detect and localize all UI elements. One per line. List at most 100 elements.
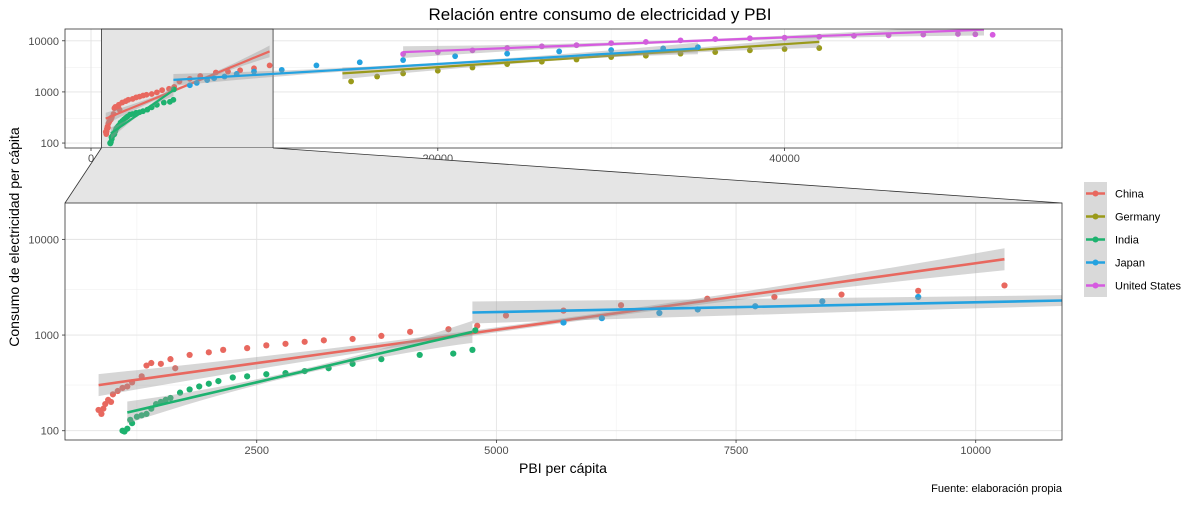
zoom-point-china — [771, 293, 778, 301]
zoom-tick-label-x: 5000 — [484, 445, 508, 457]
zoom-point-china — [349, 335, 356, 343]
zoom-point-china — [119, 384, 126, 392]
overview-tick-label-y: 100 — [41, 138, 59, 150]
zoom-point-china — [320, 337, 327, 344]
zoom-point-china — [205, 349, 212, 356]
zoom-fit-band-japan — [472, 295, 1062, 324]
overview-point-japan — [278, 66, 285, 73]
overview-fit-line-japan — [173, 47, 698, 81]
zoom-point-india — [133, 413, 140, 420]
zoom-point-china — [838, 291, 845, 298]
legend-label-germany: Germany — [1115, 212, 1161, 224]
overview-point-india — [160, 99, 167, 106]
overview-point-china — [166, 85, 172, 92]
zoom-point-china — [445, 326, 452, 333]
legend-key-point-china — [1092, 190, 1099, 197]
zoom-point-india — [167, 394, 174, 402]
zoom-point-china — [148, 359, 155, 367]
zoom-point-india — [138, 412, 145, 419]
zoom-point-china — [244, 345, 251, 352]
legend-label-united-states: United States — [1115, 281, 1182, 293]
zoom-point-china — [172, 365, 179, 372]
zoom-tick-label-y: 100 — [41, 426, 59, 438]
zoom-point-japan — [915, 293, 922, 301]
zoom-point-china — [502, 312, 510, 319]
overview-tick-label-x: 40000 — [769, 153, 800, 165]
zoom-connector — [64, 147, 1063, 204]
chart-title: Relación entre consumo de electricidad y… — [428, 5, 771, 24]
overview-point-germany — [816, 45, 823, 51]
overview-point-china — [159, 87, 165, 94]
overview-point-germany — [712, 49, 719, 56]
zoom-point-china — [1001, 282, 1008, 289]
overview-point-germany — [746, 47, 753, 54]
zoom-point-china — [107, 398, 115, 406]
zoom-point-india — [176, 389, 184, 396]
zoom-point-india — [378, 356, 385, 363]
zoom-point-china — [114, 387, 121, 395]
zoom-point-china — [167, 356, 174, 363]
zoom-point-japan — [560, 319, 567, 326]
overview-point-japan — [452, 53, 459, 60]
zoom-point-india — [416, 351, 423, 359]
legend-label-india: India — [1115, 235, 1140, 247]
zoom-point-china — [98, 410, 105, 417]
zoom-point-china — [617, 302, 625, 309]
legend-key-point-germany — [1092, 213, 1099, 220]
zoom-point-china — [282, 340, 289, 347]
overview-point-china — [116, 106, 123, 113]
zoom-point-india — [129, 420, 136, 427]
overview-fit-line-germany — [342, 40, 820, 75]
overview-point-germany — [400, 70, 407, 77]
overview-tick-label-y: 10000 — [28, 36, 59, 48]
overview-tick-label-y: 1000 — [35, 87, 59, 99]
zoom-point-china — [124, 383, 131, 390]
overview-point-japan — [251, 68, 257, 75]
overview-point-japan — [186, 82, 193, 89]
overview-tick-label-x: 0 — [88, 153, 94, 165]
zoom-point-china — [378, 332, 385, 339]
overview-point-china — [237, 67, 244, 74]
zoom-point-india — [229, 374, 236, 381]
zoom-point-india — [244, 373, 251, 380]
overview-point-japan — [356, 59, 363, 66]
zoom-tick-label-y: 1000 — [35, 330, 59, 342]
overview-point-japan — [400, 57, 407, 63]
overview-point-india — [170, 96, 177, 103]
overview-point-china — [148, 91, 155, 97]
legend-key-point-united-states — [1092, 282, 1099, 289]
legend-key-point-japan — [1092, 259, 1099, 266]
overview-point-united-states — [972, 31, 979, 38]
legend: China Germany India Japan United States — [1084, 182, 1182, 297]
zoom-point-china — [186, 351, 193, 359]
x-axis-title: PBI per cápita — [519, 460, 607, 476]
overview-point-japan — [504, 50, 511, 57]
zoom-point-india — [263, 371, 270, 378]
zoom-point-india — [124, 425, 131, 432]
overview-fit-line-united-states — [403, 29, 985, 54]
overview-point-japan — [608, 47, 615, 53]
overview-point-germany — [781, 46, 788, 52]
zoom-point-china — [220, 346, 227, 353]
zoom-region — [101, 28, 274, 149]
zoom-fit-line-china — [98, 257, 1005, 387]
zoom-connector-right-edge — [273, 147, 1063, 204]
zoom-point-japan — [598, 315, 605, 322]
zoom-fit-line-japan — [472, 299, 1062, 314]
legend-key-point-india — [1092, 236, 1099, 243]
zoom-point-china — [915, 287, 922, 294]
zoom-point-india — [215, 378, 222, 385]
overview-point-germany — [434, 67, 441, 74]
overview-point-japan — [193, 80, 200, 86]
overview-point-germany — [348, 78, 354, 85]
zoom-point-china — [109, 391, 117, 398]
zoom-point-china — [143, 362, 150, 369]
zoom-tick-label-y: 10000 — [28, 234, 59, 246]
overview-point-china — [266, 62, 273, 69]
overview-point-united-states — [989, 31, 996, 38]
zoom-point-japan — [656, 309, 663, 317]
zoom-panel: 2500 5000 7500 10000 100 1000 10000 — [28, 202, 1063, 457]
